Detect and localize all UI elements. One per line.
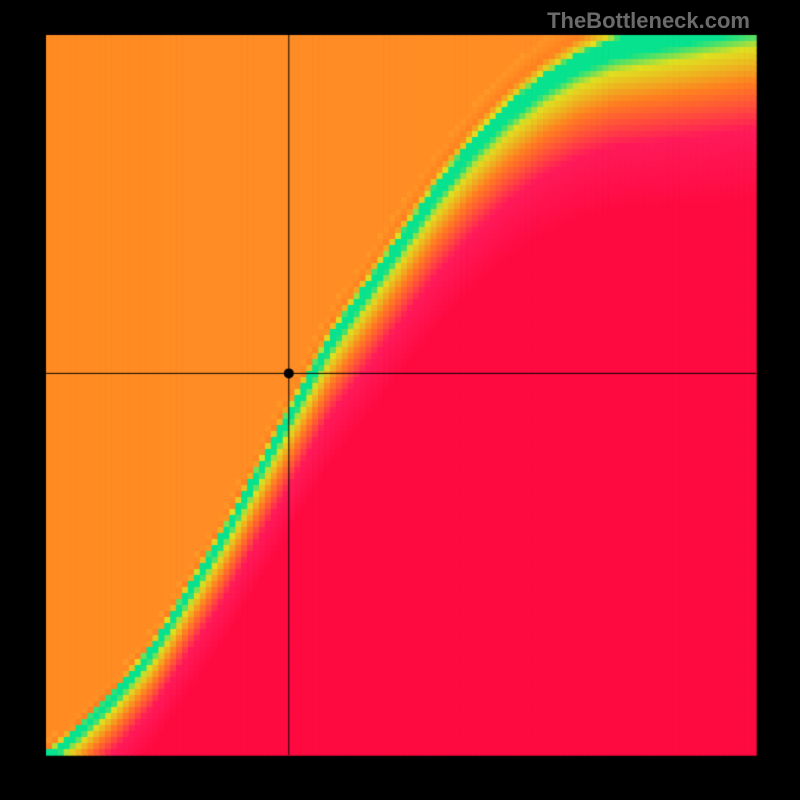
watermark-text: TheBottleneck.com [547,8,750,34]
heatmap-canvas [0,0,800,800]
